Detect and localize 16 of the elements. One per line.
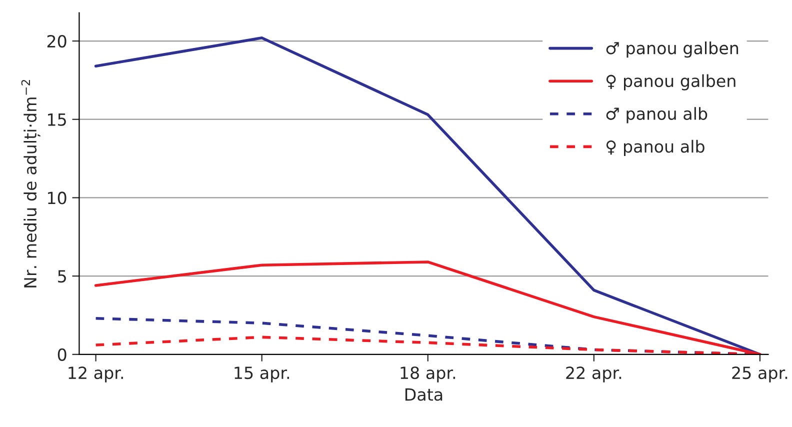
x-tick-label: 18 apr. <box>400 366 456 382</box>
y-tick-label: 0 <box>58 348 66 361</box>
x-tick-label: 25 apr. <box>732 366 788 382</box>
y-tick-label: 20 <box>47 34 66 48</box>
y-tick-label: 15 <box>48 114 66 126</box>
y-tick-label: 5 <box>58 270 66 283</box>
x-tick-label: 12 apr. <box>68 366 123 382</box>
y-tick-label: 10 <box>48 192 66 204</box>
legend-label: ♂ panou alb <box>606 107 708 124</box>
legend-label: ♀ panou alb <box>606 140 704 156</box>
x-axis-title: Data <box>405 388 442 401</box>
x-tick-label: 22 apr. <box>566 366 622 382</box>
y-axis-title: Nr. mediu de adulți·dm$^{−2}$ <box>21 80 40 288</box>
legend-label: ♂ panou galben <box>606 41 738 58</box>
legend-label: ♀ panou galben <box>606 74 736 90</box>
x-tick-label: 15 apr. <box>234 366 290 382</box>
